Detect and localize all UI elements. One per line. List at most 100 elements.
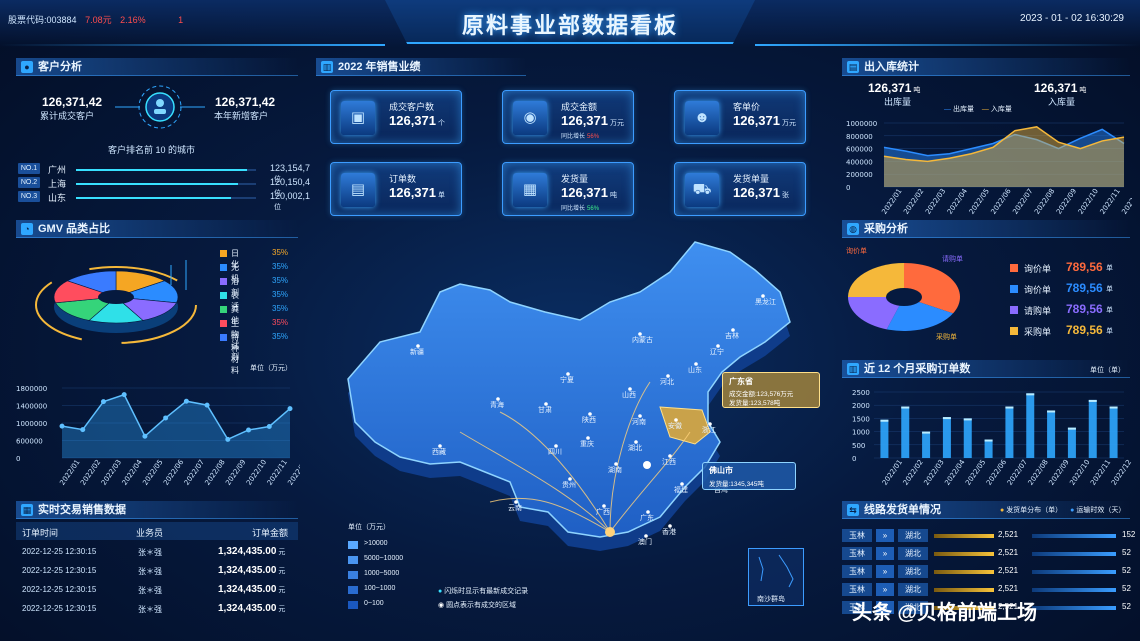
- province-label[interactable]: 云南: [508, 503, 522, 512]
- legend-swatch: [220, 278, 227, 285]
- legend-pct: 35%: [272, 304, 289, 313]
- y-tick-label: 0: [852, 455, 856, 463]
- order-bar-cap: [1109, 406, 1118, 409]
- kpi-card[interactable]: ⛟ 发货单量 126,371 张: [674, 162, 806, 216]
- province-label[interactable]: 河南: [632, 417, 646, 426]
- section-sales-title: 2022 年销售业绩: [338, 61, 421, 73]
- province-label[interactable]: 青海: [490, 400, 504, 409]
- cart-icon: ◍: [847, 223, 859, 235]
- x-tick-label: 2022/12: [1120, 187, 1132, 215]
- flow-line-3: [609, 381, 651, 533]
- y-tick-label: 1500: [852, 415, 870, 423]
- route-row: 玉林 » 湖北 2,521 52: [842, 583, 1132, 597]
- gmv-point: [100, 399, 106, 405]
- province-label[interactable]: 安徽: [668, 421, 682, 430]
- order-bar-cap: [1088, 399, 1097, 402]
- rank-city: 上海: [48, 179, 67, 189]
- map-legend-text: 5000~10000: [364, 555, 404, 562]
- y-tick-label: 1000: [852, 429, 870, 437]
- province-label[interactable]: 香港: [662, 527, 676, 536]
- rank-city: 广州: [48, 165, 67, 175]
- province-dot: [438, 444, 442, 448]
- kpi-card[interactable]: ◉ 成交金额 126,371 万元 同比增长 56%: [502, 90, 634, 144]
- legend-pct: 35%: [272, 318, 289, 327]
- province-label[interactable]: 广东: [640, 513, 654, 522]
- province-label[interactable]: 广西: [596, 507, 610, 516]
- gmv-point: [59, 423, 65, 429]
- province-label[interactable]: 浙江: [702, 425, 716, 434]
- province-label[interactable]: 宁夏: [560, 375, 574, 384]
- province-label[interactable]: 湖北: [628, 443, 642, 452]
- donut-slice: [88, 296, 144, 324]
- province-label[interactable]: 甘肃: [538, 405, 552, 414]
- province-label[interactable]: 黑龙江: [755, 297, 776, 306]
- province-label[interactable]: 湖南: [608, 465, 622, 474]
- map-legend-swatch: [348, 601, 358, 609]
- section-gmv: ◔ GMV 品类占比: [16, 220, 298, 238]
- gmv-unit-label: 单位（万元）: [250, 365, 292, 372]
- kpi-card[interactable]: ▤ 订单数 126,371 单: [330, 162, 462, 216]
- legend-swatch: [220, 334, 227, 341]
- flow-line-1: [459, 431, 611, 533]
- legend-count-icon: ●: [1000, 507, 1005, 514]
- south-sea-label: 南沙群岛: [757, 596, 785, 603]
- y-tick-label: 500: [852, 442, 865, 450]
- section-orders12-title: 近 12 个月采购订单数: [864, 363, 971, 375]
- province-label[interactable]: 山西: [622, 390, 636, 399]
- bar-chart-icon: ▥: [321, 61, 333, 73]
- kpi-card[interactable]: ▣ 成交客户数 126,371 个: [330, 90, 462, 144]
- map-legend-text: >10000: [364, 540, 388, 547]
- inout-area: [884, 129, 1124, 187]
- purchase-name: 询价单: [1024, 264, 1052, 274]
- order-bar: [880, 419, 889, 458]
- purchase-slice: [848, 263, 904, 297]
- province-dot: [496, 397, 500, 401]
- province-label[interactable]: 福建: [674, 485, 688, 494]
- kpi-card[interactable]: ▦ 发货量 126,371 吨同比增长 56%: [502, 162, 634, 216]
- province-label[interactable]: 贵州: [562, 480, 576, 489]
- province-label[interactable]: 内蒙古: [632, 335, 653, 344]
- route-count: 2,521: [998, 566, 1019, 575]
- route-count-bar: [934, 552, 994, 556]
- page-title: 原料事业部数据看板: [461, 13, 678, 38]
- route-to: 湖北: [898, 547, 928, 560]
- person-body-icon: [154, 109, 166, 114]
- province-label[interactable]: 陕西: [582, 415, 596, 424]
- province-label[interactable]: 四川: [548, 448, 562, 456]
- donut-outer-ring: [35, 266, 197, 344]
- province-label[interactable]: 澳门: [638, 537, 652, 546]
- stock-label: 股票代码:003884: [8, 15, 77, 25]
- province-label[interactable]: 辽宁: [710, 347, 724, 356]
- tooltip-guangdong-title: 广东省: [729, 377, 753, 386]
- rank-fill: [76, 197, 231, 199]
- watermark: 头条 @贝格前端工场: [852, 602, 1038, 624]
- rank-fill: [76, 183, 238, 185]
- route-days: 52: [1122, 602, 1131, 611]
- header-line-left: [0, 44, 385, 46]
- province-label[interactable]: 吉林: [725, 331, 739, 340]
- gmv-point: [183, 398, 189, 404]
- province-label[interactable]: 重庆: [580, 439, 594, 448]
- tx-amount: 1,324,435.00 元: [218, 565, 286, 576]
- province-label[interactable]: 山东: [688, 365, 702, 374]
- map-note-1: ● 闪烁时显示有最新成交记录: [438, 586, 528, 596]
- order-bar: [1005, 406, 1014, 458]
- rank-row: NO.2 上海 120,150,4位: [18, 177, 310, 197]
- province-dot: [568, 477, 572, 481]
- section-purchase-title: 采购分析: [864, 223, 908, 235]
- order-bar-cap: [901, 406, 910, 409]
- province-label[interactable]: 河北: [660, 378, 674, 386]
- province-label[interactable]: 新疆: [410, 347, 424, 356]
- kpi-label: 订单数: [389, 174, 417, 184]
- route-days-bar: [1032, 588, 1116, 592]
- section-inout-title: 出入库统计: [864, 61, 919, 73]
- order-bar-cap: [942, 417, 951, 420]
- rank-city: 山东: [48, 193, 67, 203]
- province-label[interactable]: 西藏: [432, 447, 446, 456]
- rank-value: 120,150,4位: [270, 177, 311, 197]
- province-label[interactable]: 江西: [662, 458, 676, 466]
- kpi-card[interactable]: ☻ 客单价 126,371 万元: [674, 90, 806, 144]
- tx-time: 2022-12-25 12:30:15: [22, 604, 97, 613]
